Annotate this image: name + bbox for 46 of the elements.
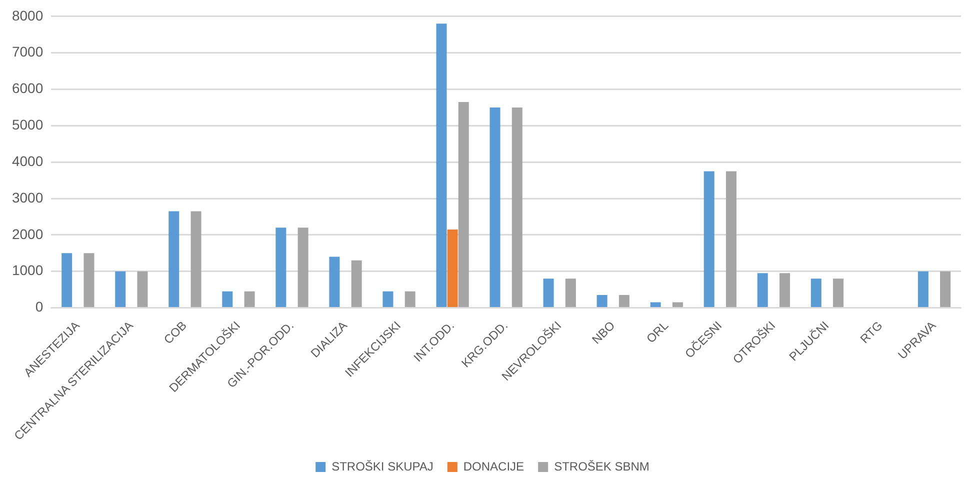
bar (84, 253, 94, 308)
y-tick-label: 7000 (12, 44, 44, 60)
bar (458, 102, 469, 308)
bar (137, 271, 148, 308)
bar (779, 273, 790, 308)
bar (62, 253, 72, 308)
bar (726, 171, 736, 308)
bar (704, 171, 714, 308)
y-tick-label: 2000 (12, 226, 44, 242)
bar (447, 229, 458, 308)
bar (382, 291, 394, 308)
bar (436, 24, 447, 308)
legend-label: DONACIJE (463, 459, 524, 474)
y-tick-label: 8000 (12, 7, 44, 24)
bar (244, 291, 255, 308)
bar (650, 302, 661, 308)
bar (490, 107, 500, 308)
bar (190, 211, 202, 308)
bar (298, 228, 308, 308)
bar (329, 256, 340, 308)
bar (757, 273, 768, 308)
bar (940, 271, 951, 308)
bar (351, 260, 362, 308)
bar (222, 291, 233, 308)
bar (833, 278, 844, 308)
bar (543, 278, 554, 308)
bar (115, 271, 126, 308)
y-tick-label: 6000 (12, 80, 44, 96)
bar (404, 291, 416, 308)
y-tick-label: 0 (35, 298, 44, 315)
x-tick-label: ORL (644, 318, 672, 346)
y-tick-label: 3000 (12, 189, 44, 206)
bar (618, 295, 630, 308)
bar (596, 295, 608, 308)
y-tick-label: 1000 (12, 262, 44, 278)
legend-label: STROŠEK SBNM (554, 459, 650, 474)
legend-label: STROŠKI SKUPAJ (332, 459, 434, 474)
bar (672, 302, 683, 308)
y-tick-label: 4000 (12, 152, 44, 169)
bar (565, 278, 576, 308)
bar (918, 271, 928, 308)
bar (810, 278, 822, 308)
bar (512, 107, 522, 308)
y-tick-label: 5000 (12, 116, 44, 133)
bar (168, 211, 180, 308)
bar (276, 228, 286, 308)
